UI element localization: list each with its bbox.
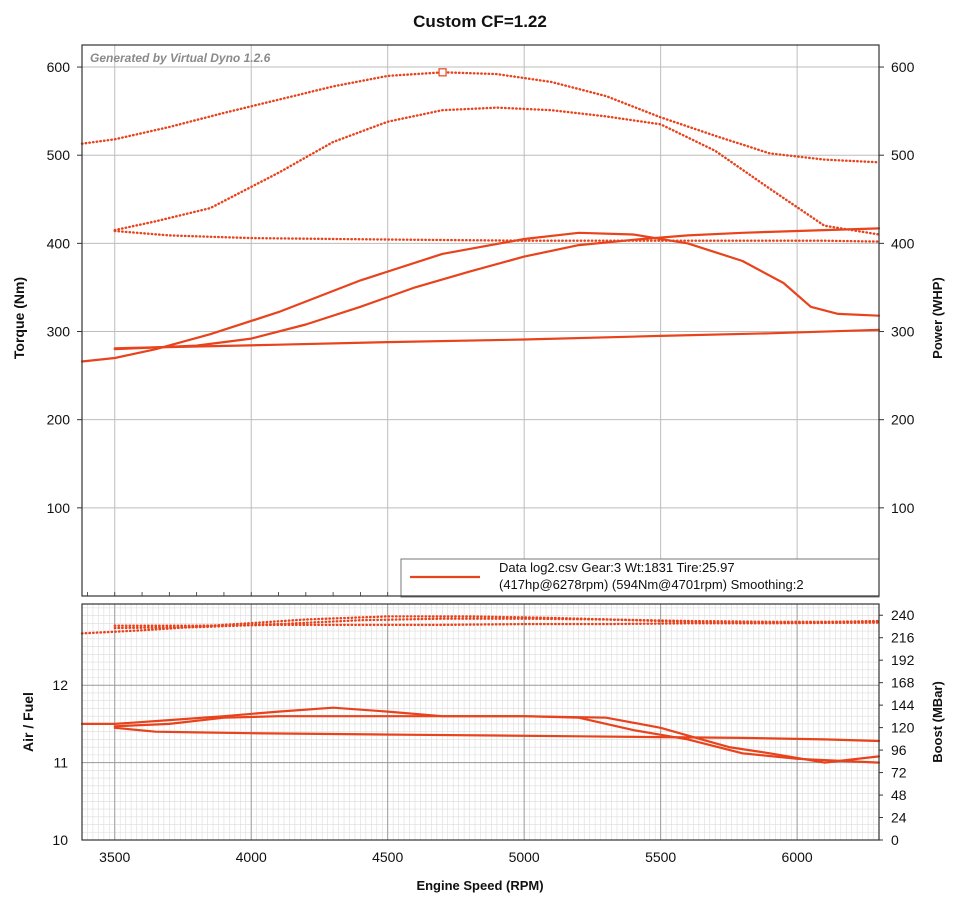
afr-tick-label: 12 — [52, 677, 68, 693]
chart-title: Custom CF=1.22 — [413, 12, 547, 31]
series-line-power-lower — [113, 328, 881, 350]
y-axis-label-air-fuel: Air / Fuel — [20, 692, 36, 752]
torque-tick-label: 400 — [47, 235, 71, 251]
boost-tick-label: 192 — [891, 652, 915, 668]
watermark-text: Generated by Virtual Dyno 1.2.6 — [90, 51, 271, 65]
series-line-torque-lower — [113, 229, 881, 243]
rpm-tick-label: 6000 — [782, 849, 813, 865]
series-line-power-pass-b — [113, 227, 881, 351]
rpm-tick-label: 4500 — [372, 849, 403, 865]
power-tick-label: 400 — [891, 235, 915, 251]
afr-tick-label: 11 — [53, 755, 68, 771]
rpm-tick-label: 5000 — [509, 849, 540, 865]
series-line-boost-pass-c — [113, 617, 881, 630]
power-tick-label: 500 — [891, 147, 915, 163]
series-line-power-pass-a — [80, 231, 881, 363]
legend-line-1: Data log2.csv Gear:3 Wt:1831 Tire:25.97 — [499, 560, 735, 575]
peak-torque-marker — [438, 68, 447, 77]
afr-tick-label: 10 — [52, 832, 68, 848]
rpm-tick-label: 5500 — [645, 849, 676, 865]
x-axis-label: Engine Speed (RPM) — [416, 878, 543, 893]
boost-tick-label: 144 — [891, 697, 915, 713]
boost-tick-label: 72 — [891, 765, 907, 781]
boost-tick-label: 48 — [891, 787, 907, 803]
y-axis-label-boost: Boost (MBar) — [930, 681, 945, 763]
series-line-afr-pass-b — [113, 715, 881, 764]
boost-tick-label: 24 — [891, 810, 907, 826]
torque-power-grid — [82, 45, 879, 596]
bottom-plot-frame — [81, 603, 880, 841]
torque-tick-label: 600 — [47, 59, 71, 75]
series-line-torque-pass-b — [113, 106, 881, 236]
boost-tick-label: 96 — [891, 742, 907, 758]
boost-tick-label: 120 — [891, 720, 915, 736]
boost-tick-label: 240 — [891, 607, 915, 623]
legend-box — [400, 558, 880, 598]
power-tick-label: 300 — [891, 324, 915, 340]
torque-tick-label: 500 — [47, 147, 71, 163]
legend: Data log2.csv Gear:3 Wt:1831 Tire:25.97 … — [400, 558, 880, 598]
boost-tick-label: 0 — [891, 832, 899, 848]
rpm-tick-label: 3500 — [99, 849, 130, 865]
torque-power-series — [80, 68, 881, 363]
torque-tick-label: 200 — [47, 412, 71, 428]
boost-tick-label: 216 — [891, 630, 915, 646]
afr-boost-grid — [81, 604, 880, 841]
afr-boost-series — [80, 615, 881, 764]
y-axis-label-torque: Torque (Nm) — [11, 277, 27, 359]
power-tick-label: 600 — [891, 59, 915, 75]
torque-tick-label: 100 — [47, 500, 71, 516]
top-plot-frame — [81, 44, 880, 597]
series-line-afr-pass-c — [113, 726, 881, 743]
power-tick-label: 100 — [891, 500, 915, 516]
rpm-tick-label: 4000 — [236, 849, 267, 865]
power-tick-label: 200 — [891, 412, 915, 428]
boost-tick-label: 168 — [891, 675, 915, 691]
series-line-torque-pass-a — [80, 71, 881, 164]
torque-power-ticks: 100 200 300 400 500 600 100 200 300 400 500 600 — [47, 59, 915, 596]
afr-boost-ticks: 3500 4000 4500 5000 5500 60001011120244872961… — [52, 607, 914, 865]
legend-line-2: (417hp@6278rpm) (594Nm@4701rpm) Smoothin… — [499, 577, 804, 592]
torque-tick-label: 300 — [47, 324, 71, 340]
y-axis-label-power: Power (WHP) — [930, 277, 945, 359]
